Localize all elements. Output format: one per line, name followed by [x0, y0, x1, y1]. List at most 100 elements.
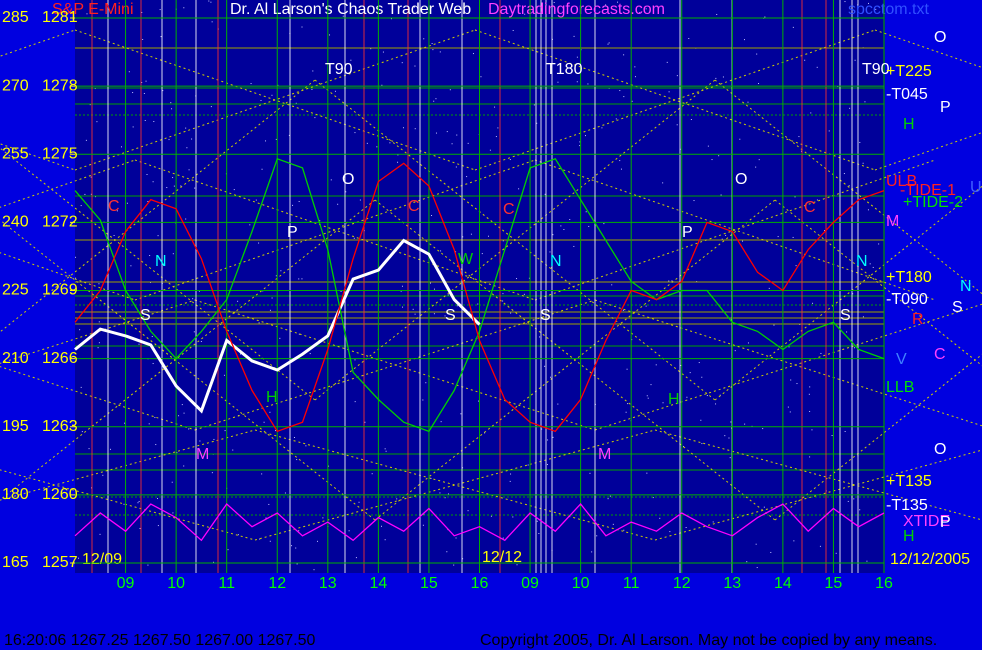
y2-tick-label: 1260	[42, 486, 78, 503]
star	[587, 83, 589, 85]
star	[78, 557, 80, 559]
star	[400, 290, 402, 292]
star	[291, 545, 293, 547]
diagonal	[474, 29, 876, 171]
star	[502, 240, 504, 242]
star	[668, 91, 670, 93]
star	[573, 35, 575, 37]
star	[198, 290, 200, 292]
star	[510, 312, 512, 314]
star	[397, 161, 399, 163]
star	[353, 237, 355, 239]
star	[116, 200, 118, 202]
star	[707, 145, 709, 147]
y-tick-label: 195	[2, 418, 29, 435]
series-line	[74, 162, 885, 433]
star	[258, 322, 260, 324]
star	[143, 92, 145, 94]
star	[168, 139, 170, 141]
annotation: N	[155, 253, 167, 270]
star	[439, 492, 441, 494]
star	[862, 162, 864, 164]
star	[533, 104, 535, 106]
star	[523, 293, 525, 295]
star	[828, 130, 830, 132]
star	[213, 438, 215, 440]
star	[275, 138, 277, 140]
star	[560, 225, 562, 227]
star	[446, 131, 448, 133]
star	[509, 159, 511, 161]
star	[734, 350, 736, 352]
star	[414, 65, 416, 67]
star	[722, 76, 724, 78]
star	[453, 564, 455, 566]
star	[258, 242, 260, 244]
star	[646, 395, 648, 397]
star	[552, 436, 554, 438]
star	[157, 235, 159, 237]
star	[102, 474, 104, 476]
star	[239, 353, 241, 355]
star	[224, 430, 226, 432]
quote: 16:20:06 1267.25 1267.50 1267.00 1267.50	[4, 632, 316, 649]
star	[812, 302, 814, 304]
star	[396, 498, 398, 500]
star	[762, 428, 764, 430]
star	[720, 194, 722, 196]
star	[185, 127, 187, 129]
star	[366, 142, 368, 144]
star	[843, 173, 845, 175]
star	[166, 187, 168, 189]
star	[444, 315, 446, 317]
star	[430, 477, 432, 479]
star	[608, 42, 610, 44]
star	[634, 66, 636, 68]
star	[370, 48, 372, 50]
star	[557, 81, 559, 83]
y-tick-label: 240	[2, 214, 29, 231]
x-tick-label: 11	[218, 575, 235, 592]
star	[662, 182, 664, 184]
y2-tick-label: 1278	[42, 77, 78, 94]
annotation: H	[668, 391, 680, 408]
right-label: +TIDE-2	[903, 194, 963, 211]
annotation: C	[408, 198, 420, 215]
annotation: M	[196, 446, 209, 463]
star	[615, 118, 617, 120]
diagonal	[534, 159, 936, 301]
star	[623, 54, 625, 56]
star	[601, 127, 603, 129]
star	[145, 80, 147, 82]
star	[97, 347, 99, 349]
annotation: S	[445, 307, 456, 324]
star	[401, 62, 403, 64]
star	[502, 537, 504, 539]
star	[334, 90, 336, 92]
star	[671, 280, 673, 282]
star	[831, 435, 833, 437]
star	[645, 305, 647, 307]
star	[271, 94, 273, 96]
star	[449, 89, 451, 91]
star	[623, 96, 625, 98]
star	[489, 149, 491, 151]
star	[743, 39, 745, 41]
star	[584, 135, 586, 137]
star	[99, 533, 101, 535]
star	[573, 245, 575, 247]
star	[158, 258, 160, 260]
star	[739, 138, 741, 140]
star	[639, 12, 641, 14]
star	[495, 136, 497, 138]
star	[512, 516, 514, 518]
star	[470, 233, 472, 235]
star	[591, 551, 593, 553]
star	[271, 297, 273, 299]
series-line	[74, 157, 885, 433]
star	[188, 428, 190, 430]
star	[139, 527, 141, 529]
star	[199, 440, 201, 442]
star	[359, 199, 361, 201]
annotation: T180	[546, 61, 583, 78]
